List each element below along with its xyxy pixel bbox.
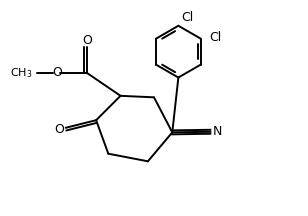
Text: CH$_3$: CH$_3$ — [10, 66, 32, 80]
Text: O: O — [52, 67, 63, 79]
Text: O: O — [54, 123, 64, 136]
Text: O: O — [82, 34, 92, 47]
Text: Cl: Cl — [181, 11, 193, 24]
Text: N: N — [212, 125, 222, 138]
Text: Cl: Cl — [209, 31, 221, 44]
